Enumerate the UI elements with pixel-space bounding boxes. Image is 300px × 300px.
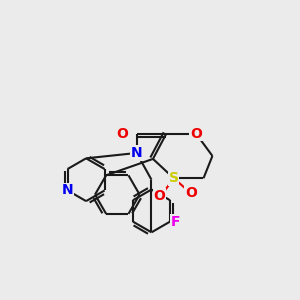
Text: O: O — [154, 189, 165, 203]
Text: N: N — [131, 146, 142, 160]
Text: S: S — [169, 171, 179, 185]
Text: F: F — [171, 214, 180, 229]
Text: N: N — [62, 183, 74, 197]
Text: O: O — [190, 127, 202, 141]
Text: O: O — [185, 186, 197, 200]
Text: O: O — [116, 127, 128, 141]
